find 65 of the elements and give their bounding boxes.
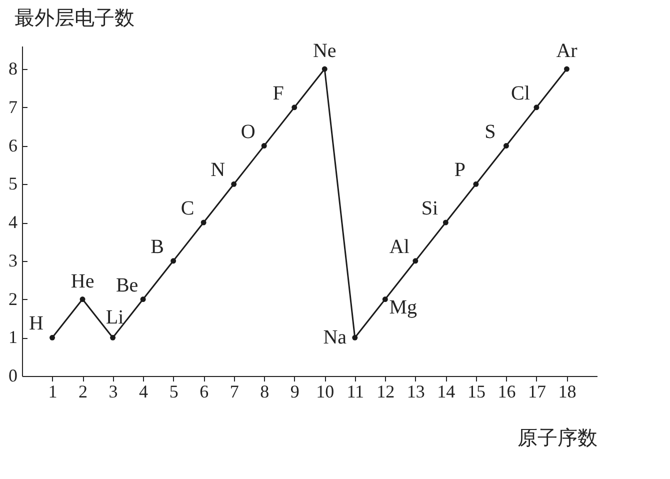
y-axis-title: 最外层电子数 (14, 8, 134, 30)
point (110, 334, 116, 340)
y-tick-label: 1 (8, 327, 18, 348)
point (412, 258, 418, 264)
point (80, 296, 86, 302)
point (534, 104, 540, 110)
x-tick-label: 9 (290, 382, 300, 402)
annotation: C (180, 198, 194, 220)
point (50, 334, 55, 340)
y-tick-label: 6 (8, 135, 18, 156)
y-tick-label: 3 (8, 250, 18, 270)
point (140, 296, 146, 302)
annotation: S (484, 120, 496, 143)
x-axis-title: 原子序数 (518, 428, 598, 450)
x-tick-label: 2 (78, 382, 88, 402)
y-tick-label: 0 (8, 366, 18, 386)
annotation: Ar (556, 40, 578, 62)
annotation: Ne (312, 40, 336, 62)
x-tick-label: 11 (346, 382, 364, 402)
point (442, 220, 448, 226)
point (322, 66, 328, 72)
point (564, 66, 570, 72)
point (231, 181, 237, 187)
x-tick-label: 15 (467, 382, 486, 402)
annotation: P (454, 159, 466, 182)
annotation: Mg (389, 296, 418, 318)
x-tick-label: 10 (316, 382, 334, 402)
point (261, 143, 267, 148)
annotation: H (29, 312, 44, 335)
annotation: Na (323, 326, 347, 349)
x-tick-label: 16 (498, 382, 516, 402)
x-tick-label: 13 (406, 382, 425, 402)
annotation: B (150, 236, 164, 258)
x-tick-label: 12 (376, 382, 395, 402)
y-tick-label: 4 (8, 212, 18, 232)
y-tick-label: 5 (8, 174, 18, 194)
point (473, 181, 479, 187)
annotation: He (70, 270, 94, 292)
y-tick-label: 2 (8, 288, 18, 309)
x-tick-label: 7 (230, 382, 239, 402)
annotation: Cl (511, 82, 530, 104)
x-tick-label: 8 (260, 382, 270, 402)
point (352, 334, 358, 340)
point (292, 104, 298, 110)
annotation: Si (421, 198, 438, 220)
annotation: F (272, 82, 284, 104)
x-tick-label: 6 (200, 382, 209, 402)
annotation: N (210, 159, 226, 182)
annotation: O (240, 120, 256, 143)
x-tick-label: 17 (528, 382, 546, 402)
annotation: Li (106, 306, 124, 329)
x-tick-label: 1 (48, 382, 58, 402)
x-tick-label: 3 (108, 382, 118, 402)
x-tick-label: 18 (558, 382, 576, 402)
point (382, 296, 388, 302)
x-tick-label: 4 (139, 382, 148, 402)
y-tick-label: 8 (8, 58, 18, 79)
annotation: Al (389, 236, 410, 258)
x-tick-label: 5 (169, 382, 178, 402)
point (200, 220, 206, 226)
y-tick-label: 7 (8, 96, 18, 117)
point (503, 143, 509, 148)
x-tick-label: 14 (437, 382, 456, 402)
annotation: Be (116, 274, 138, 296)
point (170, 258, 176, 264)
